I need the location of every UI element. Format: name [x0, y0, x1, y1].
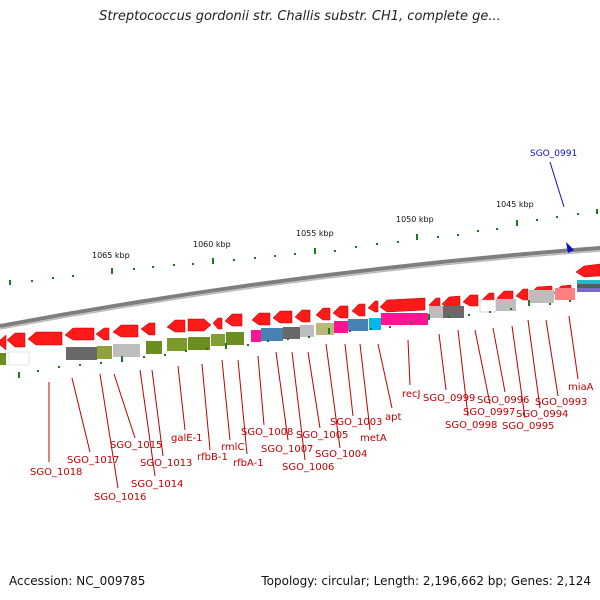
genome-backbone-shade — [0, 250, 600, 330]
gene-label: recJ — [402, 389, 421, 400]
gene-label: SGO_0997 — [463, 407, 515, 418]
scale-label-1050: 1050 kbp — [396, 215, 434, 224]
gene-label: SGO_0993 — [535, 397, 587, 408]
gene-label: SGO_0994 — [516, 409, 568, 420]
gene-arrow — [462, 294, 479, 307]
gene-labels: SGO_1018 SGO_1017 SGO_1016 SGO_1015 SGO_… — [30, 382, 594, 503]
topology-summary: Topology: circular; Length: 2,196,662 bp… — [261, 574, 591, 588]
gene-arrow — [315, 307, 331, 321]
gene-label: SGO_0996 — [477, 395, 529, 406]
gene-label: rmlC — [221, 442, 244, 453]
scale-label-1055: 1055 kbp — [296, 229, 334, 238]
gene-label: SGO_1014 — [131, 479, 183, 490]
scale-label-1065: 1065 kbp — [92, 251, 130, 260]
gene-arrow — [515, 288, 529, 301]
gene-label: apt — [385, 412, 401, 423]
inner-tick-dots — [18, 300, 571, 378]
gene-arrow — [251, 312, 271, 326]
gene-label: SGO_1013 — [140, 458, 192, 469]
cog-blocks — [0, 280, 600, 366]
label-leader-lines — [48, 315, 579, 489]
gene-label: miaA — [568, 382, 594, 393]
gene-arrow — [166, 319, 186, 333]
gene-label: rfbA-1 — [233, 458, 264, 469]
gene-label: rfbB-1 — [197, 452, 228, 463]
gene-label: SGO_1017 — [67, 455, 119, 466]
gene-label: SGO_1005 — [296, 430, 348, 441]
gene-arrow — [212, 317, 223, 330]
gene-label: SGO_1008 — [241, 427, 293, 438]
gene-arrow — [6, 332, 26, 348]
gene-label: SGO_1016 — [94, 492, 146, 503]
scale-dots — [9, 209, 598, 285]
gene-arrow — [224, 313, 243, 327]
gene-label: SGO_0999 — [423, 393, 475, 404]
map-title: Streptococcus gordonii str. Challis subs… — [99, 9, 501, 24]
gene-label: SGO_1006 — [282, 462, 334, 473]
genome-backbone — [0, 246, 600, 328]
gene-label: SGO_1015 — [110, 440, 162, 451]
gene-arrow — [0, 334, 7, 351]
gene-arrow — [379, 297, 426, 313]
gene-arrow — [575, 263, 600, 278]
gene-arrow — [367, 300, 379, 313]
gene-arrow — [272, 310, 293, 324]
gene-label: SGO_1003 — [330, 417, 382, 428]
gene-label: SGO_0995 — [502, 421, 554, 432]
accession-text: Accession: NC_009785 — [9, 574, 146, 588]
highlight-label: SGO_0991 — [530, 149, 577, 159]
gene-arrow — [27, 331, 63, 346]
scale-label-1060: 1060 kbp — [193, 240, 231, 249]
gene-arrow — [187, 318, 212, 332]
gene-arrow — [351, 303, 366, 317]
gene-arrows-forward — [0, 263, 600, 351]
blue-arrow-icon — [566, 242, 574, 253]
gene-label: SGO_1007 — [261, 444, 313, 455]
gene-arrow — [140, 322, 156, 336]
gene-label: SGO_1004 — [315, 449, 367, 460]
highlight-leader-line — [549, 161, 565, 208]
gene-label: metA — [360, 433, 387, 444]
scale-label-1045: 1045 kbp — [496, 200, 534, 209]
gene-arrow — [95, 327, 110, 341]
gene-label: SGO_0998 — [445, 420, 497, 431]
gene-arrow — [64, 327, 95, 341]
gene-arrow — [294, 309, 311, 323]
gene-label: SGO_1018 — [30, 467, 82, 478]
gene-arrow — [332, 305, 349, 319]
gene-arrow — [112, 324, 139, 338]
gene-label: galE-1 — [171, 433, 203, 444]
